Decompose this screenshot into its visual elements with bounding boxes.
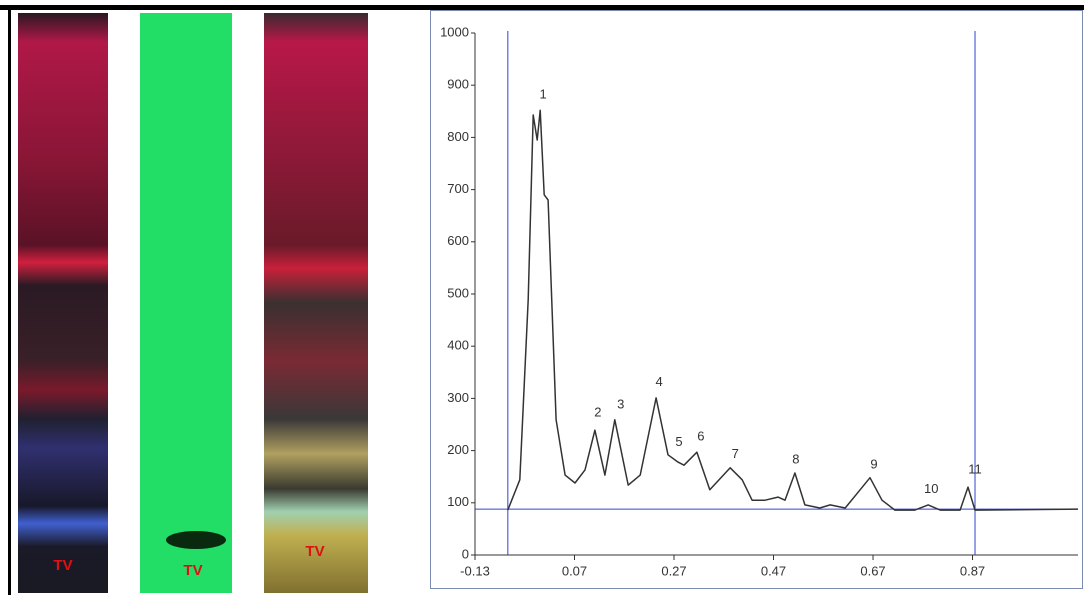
peak-label: 1	[540, 87, 547, 102]
x-tick-label: 0.87	[960, 563, 985, 578]
y-tick-label: 500	[447, 285, 469, 300]
plate	[140, 13, 232, 593]
x-tick-label: -0.13	[460, 563, 490, 578]
peak-label: 7	[732, 446, 739, 461]
peak-label: 8	[792, 451, 799, 466]
y-tick-label: 700	[447, 181, 469, 196]
peak-label: 3	[617, 397, 624, 412]
plate	[18, 13, 108, 593]
frame-left	[8, 5, 11, 595]
x-tick-label: 0.47	[761, 563, 786, 578]
y-tick-label: 1000	[440, 24, 469, 39]
x-tick-label: 0.07	[562, 563, 587, 578]
y-tick-label: 800	[447, 129, 469, 144]
peak-label: 5	[675, 434, 682, 449]
peak-label: 6	[697, 428, 704, 443]
y-tick-label: 300	[447, 390, 469, 405]
peak-label: 10	[924, 481, 938, 496]
frame-top	[0, 5, 1084, 10]
plate-label: TV	[53, 557, 72, 574]
y-tick-label: 100	[447, 494, 469, 509]
y-tick-label: 900	[447, 77, 469, 92]
x-tick-label: 0.67	[860, 563, 885, 578]
y-tick-label: 200	[447, 442, 469, 457]
peak-label: 11	[968, 461, 982, 476]
plate-spot	[166, 531, 226, 549]
chart-frame	[430, 10, 1083, 589]
plate-label: TV	[305, 543, 324, 560]
peak-label: 9	[870, 457, 877, 472]
plate-label: TV	[183, 562, 202, 579]
y-tick-label: 0	[462, 546, 469, 561]
peak-label: 4	[655, 374, 662, 389]
x-tick-label: 0.27	[661, 563, 686, 578]
plate	[264, 13, 368, 593]
curve	[507, 109, 1079, 511]
y-tick-label: 400	[447, 338, 469, 353]
y-tick-label: 600	[447, 233, 469, 248]
peak-label: 2	[594, 404, 601, 419]
